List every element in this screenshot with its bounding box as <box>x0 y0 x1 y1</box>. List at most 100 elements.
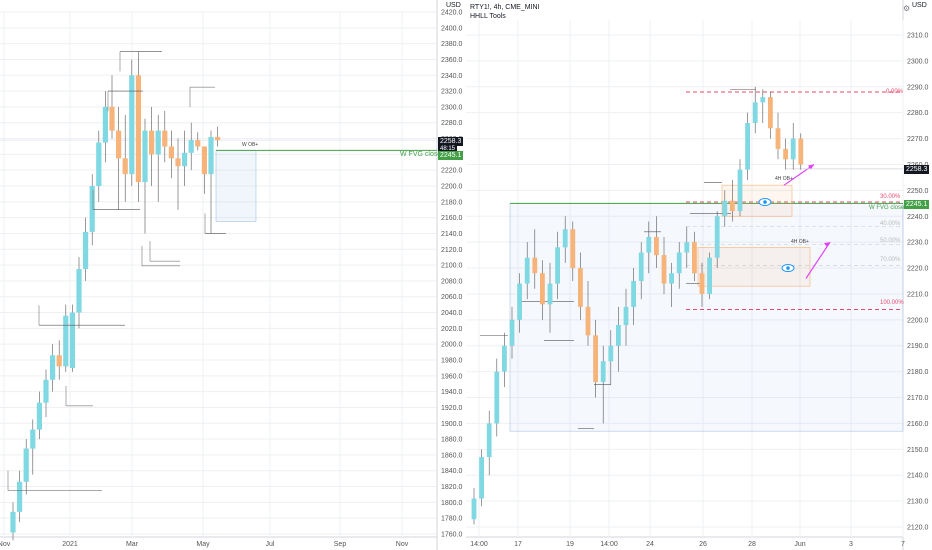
right-candle-body <box>707 257 712 294</box>
right-time-tick: 19 <box>566 541 574 548</box>
left-price-tick: 2300.0 <box>441 104 463 111</box>
left-currency-label: USD <box>446 2 461 9</box>
eye-pupil <box>763 200 767 204</box>
right-fvg-price-tag: 2245.1 <box>904 200 930 209</box>
right-weekly-ob-zone <box>509 203 904 432</box>
right-candle-body <box>752 102 758 124</box>
right-candle-body <box>646 236 652 253</box>
indicator-name: HHLL Tools <box>470 13 506 20</box>
right-candle-body <box>486 423 492 458</box>
left-candle-body <box>109 106 115 131</box>
left-candle-body <box>116 130 122 159</box>
left-price-tick: 2340.0 <box>441 73 463 80</box>
right-candle-body <box>798 138 804 165</box>
left-countdown-tag: 48:15 <box>438 145 458 154</box>
right-time-tick: 26 <box>699 541 707 548</box>
right-candle-body <box>669 273 674 284</box>
fib-100-label: 100.00% <box>880 300 904 306</box>
right-price-tick: 2120.0 <box>907 525 929 532</box>
right-candle-body <box>676 252 682 274</box>
right-candle-body <box>790 138 796 160</box>
right-time-tick: 17 <box>514 541 522 548</box>
left-time-tick: 2021 <box>62 541 78 548</box>
left-fvg-price-tag: 2245.1 <box>438 151 464 160</box>
right-price-tick: 2150.0 <box>907 447 929 454</box>
fib-40-label: 40.00% <box>880 221 901 227</box>
left-price-tick: 1860.0 <box>441 452 463 459</box>
left-price-tick: 2000.0 <box>441 342 463 349</box>
left-fvg-label: W FVG close <box>400 151 442 158</box>
right-candle-body <box>600 361 606 382</box>
left-candle-body <box>50 355 56 380</box>
right-candle-body <box>623 306 629 326</box>
left-candle-body <box>43 379 49 403</box>
left-price-tick: 2420.0 <box>441 10 463 17</box>
left-candle-body <box>83 231 89 270</box>
right-candle-body <box>638 252 644 281</box>
right-candle-body <box>585 306 591 336</box>
right-candle-body <box>532 257 538 274</box>
left-price-tick: 2020.0 <box>441 326 463 333</box>
right-time-tick: 14:00 <box>600 541 618 548</box>
right-price-tick: 2300.0 <box>907 58 929 65</box>
right-candle-body <box>714 216 720 258</box>
left-price-tick: 1920.0 <box>441 405 463 412</box>
left-price-tick: 1820.0 <box>441 484 463 491</box>
right-price-tick: 2190.0 <box>907 343 929 350</box>
left-price-tick: 2100.0 <box>441 263 463 270</box>
left-candle-body <box>182 152 188 167</box>
left-candle-body <box>155 130 161 155</box>
left-last-price-tag: 2258.3 <box>438 137 464 146</box>
left-candle-body <box>215 136 221 141</box>
left-candle-body <box>23 448 29 482</box>
left-ob-box <box>215 150 257 222</box>
left-chart-canvas[interactable]: 2420.0 2400.0 2380.0 2360.0 2340.0 2320.0 2300… <box>0 0 466 550</box>
right-candle-body <box>570 229 576 269</box>
left-price-tick: 2200.0 <box>441 184 463 191</box>
left-price-tick: 1760.0 <box>441 532 463 539</box>
right-candle-body <box>578 268 583 307</box>
left-candle-body <box>56 355 62 367</box>
right-time-tick: 3 <box>849 541 853 548</box>
left-price-tick: 1840.0 <box>441 468 463 475</box>
right-candle-body <box>593 335 598 382</box>
left-price-tick: 1780.0 <box>441 516 463 523</box>
right-price-tick: 2170.0 <box>907 395 929 402</box>
left-time-tick: Mar <box>126 541 139 548</box>
settings-gear-icon[interactable]: ⚙ <box>903 4 911 13</box>
left-candle-body <box>96 142 102 186</box>
right-candle-body <box>692 242 697 274</box>
right-fvg-label: W FVG close <box>869 205 905 211</box>
right-price-tick: 2280.0 <box>907 110 929 117</box>
right-candle-body <box>745 123 750 170</box>
left-time-tick: May <box>196 541 210 548</box>
left-price-tick: 1940.0 <box>441 389 463 396</box>
right-price-tick: 2180.0 <box>907 369 929 376</box>
left-price-tick: 2160.0 <box>441 215 463 222</box>
right-chart[interactable]: 2310.02300.02290.02280.02270.02260.02250… <box>466 0 932 550</box>
target-arrow <box>783 163 815 186</box>
left-chart[interactable]: 2420.0 2400.0 2380.0 2360.0 2340.0 2320.0 2300… <box>0 0 466 550</box>
right-candle-body <box>684 242 690 253</box>
left-price-tick: 1900.0 <box>441 421 463 428</box>
right-price-tick: 2290.0 <box>907 84 929 91</box>
left-time-tick: Nov <box>0 541 11 548</box>
left-candle-body <box>17 481 23 512</box>
right-time-tick: 24 <box>646 541 654 548</box>
left-time-tick: Jul <box>266 541 275 548</box>
right-candle-body <box>509 319 515 346</box>
right-time-tick: 7 <box>901 541 905 548</box>
left-candle-body <box>195 140 201 147</box>
right-candle-body <box>562 229 568 248</box>
left-candle-body <box>30 429 36 449</box>
right-candle-body <box>730 200 735 212</box>
right-candle-body <box>524 257 530 284</box>
right-candle-body <box>661 255 667 284</box>
right-candle-body <box>699 273 705 294</box>
left-candle-body <box>208 136 214 175</box>
left-candle-body <box>162 130 168 147</box>
right-time-tick: 14:00 <box>470 541 488 548</box>
right-currency-label: USD <box>912 2 927 9</box>
right-price-tick: 2220.0 <box>907 266 929 273</box>
right-chart-canvas[interactable]: 2310.02300.02290.02280.02270.02260.02250… <box>466 0 932 550</box>
